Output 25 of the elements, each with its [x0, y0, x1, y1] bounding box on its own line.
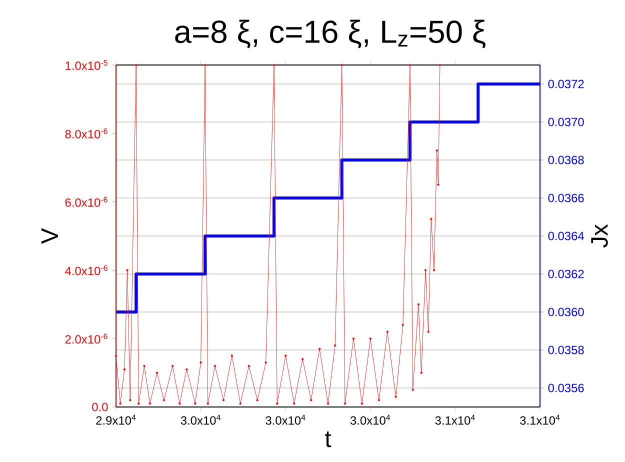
x-tick-label: 3.1x10$^{4}$: [435, 414, 475, 425]
x-tick-label: 3.0x10$^{4}$: [266, 414, 306, 425]
y2-tick-label: 0.0358: [548, 346, 584, 354]
y-tick-label: 6.0x10$^{-6}$: [65, 196, 108, 207]
y-tick-label: 0.0: [92, 402, 108, 412]
y2-tick-label: 0.0362: [548, 270, 584, 278]
y2-tick-label: 0.0368: [548, 156, 584, 164]
y2-tick-label: 0.0370: [548, 118, 584, 126]
chart-title: a=8 ξ, c=16 ξ, L$_{z}$=50 ξ: [175, 20, 486, 48]
y2-axis-title: Jx: [591, 224, 608, 248]
y2-tick-label: 0.0364: [548, 232, 584, 240]
y-tick-label: 2.0x10$^{-6}$: [65, 334, 108, 344]
y2-tick-label: 0.0366: [548, 194, 584, 202]
x-axis-title: t: [325, 432, 332, 448]
y2-tick-label: 0.0360: [548, 308, 584, 316]
y-tick-label: 4.0x10$^{-6}$: [65, 265, 108, 276]
y2-tick-label: 0.0372: [548, 80, 584, 88]
x-tick-label: 3.0x10$^{4}$: [180, 414, 220, 425]
x-tick-label: 3.0x10$^{4}$: [350, 414, 390, 425]
y-tick-label: 8.0x10$^{-6}$: [65, 128, 108, 138]
y2-tick-label: 0.0356: [548, 384, 584, 392]
y-tick-label: 1.0x10$^{-5}$: [66, 60, 108, 70]
x-tick-label: 2.9x10$^{4}$: [96, 414, 136, 425]
y-axis-title: V: [41, 228, 58, 244]
x-tick-label: 3.1x10$^{4}$: [520, 414, 560, 425]
